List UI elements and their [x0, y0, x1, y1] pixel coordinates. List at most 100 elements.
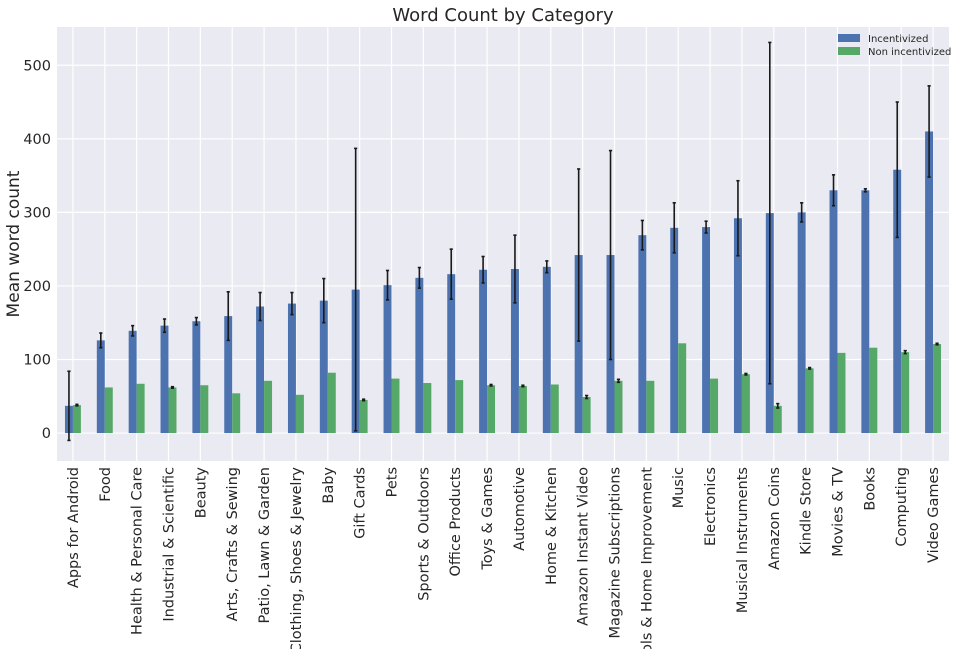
error-bar	[768, 41, 772, 385]
error-bar	[808, 366, 812, 370]
bar-non-incentivized[interactable]: Toys & Games — Non incentivized: 65	[487, 385, 496, 434]
bar-incentivized[interactable]: Music — Incentivized: 279	[670, 227, 679, 434]
x-tick-label: Amazon Instant Video	[576, 467, 592, 626]
bar-incentivized[interactable]: Books — Incentivized: 330	[861, 190, 870, 434]
error-bar	[170, 385, 175, 389]
error-bar	[322, 277, 326, 324]
error-bar	[131, 324, 135, 337]
bar-incentivized[interactable]: Arts, Crafts & Sewing — Incentivized: 15…	[224, 316, 233, 434]
x-tick-label: Automotive	[512, 467, 528, 551]
bar-incentivized[interactable]: Video Games — Incentivized: 410	[925, 131, 934, 434]
bar-non-incentivized[interactable]: Arts, Crafts & Sewing — Non incentivized…	[232, 393, 241, 434]
x-tick-label: Music	[671, 467, 687, 508]
bar-non-incentivized[interactable]: Electronics — Non incentivized: 74	[710, 378, 719, 434]
y-axis-label: Mean word count	[4, 170, 24, 317]
bar-non-incentivized[interactable]: Sports & Outdoors — Non incentivized: 68	[423, 383, 432, 434]
error-bar	[99, 332, 103, 349]
error-bar	[744, 372, 748, 376]
x-tick-label: Arts, Crafts & Sewing	[225, 467, 241, 621]
bar-incentivized[interactable]: Patio, Lawn & Garden — Incentivized: 172	[256, 306, 265, 434]
bar-incentivized[interactable]: Electronics — Incentivized: 280	[702, 227, 711, 434]
bar-non-incentivized[interactable]: Video Games — Non incentivized: 121	[933, 344, 942, 434]
bar-non-incentivized[interactable]: Automotive — Non incentivized: 64	[518, 385, 527, 434]
bar-non-incentivized[interactable]: Health & Personal Care — Non incentivize…	[136, 383, 145, 434]
plot-background	[57, 27, 949, 461]
bar-incentivized[interactable]: Health & Personal Care — Incentivized: 1…	[128, 330, 137, 434]
bar-non-incentivized[interactable]: Books — Non incentivized: 116	[869, 347, 878, 434]
x-tick-label: Tools & Home Improvement	[639, 467, 655, 649]
bar-incentivized[interactable]: Automotive — Incentivized: 223	[510, 269, 519, 434]
bar-non-incentivized[interactable]: Apps for Android — Non incentivized: 38	[72, 405, 81, 434]
bar-incentivized[interactable]: Industrial & Scientific — Incentivized: …	[160, 325, 169, 434]
bar-non-incentivized[interactable]: Gift Cards — Non incentivized: 45	[359, 399, 368, 434]
bar-non-incentivized[interactable]: Industrial & Scientific — Non incentiviz…	[168, 387, 177, 434]
bar-incentivized[interactable]: Musical Instruments — Incentivized: 292	[733, 218, 742, 434]
chart-title: Word Count by Category	[392, 5, 614, 26]
bar-non-incentivized[interactable]: Movies & TV — Non incentivized: 109	[837, 352, 846, 434]
bar-incentivized[interactable]: Office Products — Incentivized: 216	[447, 274, 456, 434]
bar-incentivized[interactable]: Tools & Home Improvement — Incentivized:…	[638, 235, 647, 434]
bar-incentivized[interactable]: Pets — Incentivized: 201	[383, 285, 392, 434]
error-bar	[417, 266, 421, 289]
error-bar	[672, 202, 676, 254]
bar-incentivized[interactable]: Kindle Store — Incentivized: 300	[797, 212, 806, 434]
x-tick-label: Sports & Outdoors	[416, 467, 432, 601]
error-bar	[385, 269, 390, 301]
bar-non-incentivized[interactable]: Clothing, Shoes & Jewelry — Non incentiv…	[295, 394, 304, 434]
error-bar	[831, 174, 836, 207]
bar-non-incentivized[interactable]: Pets — Non incentivized: 74	[391, 378, 400, 434]
bar-incentivized[interactable]: Beauty — Incentivized: 152	[192, 321, 201, 434]
bar-non-incentivized[interactable]: Beauty — Non incentivized: 65	[200, 385, 209, 434]
error-bar	[903, 349, 907, 355]
legend-label-incentivized: Incentivized	[868, 34, 928, 45]
bar-non-incentivized[interactable]: Kindle Store — Non incentivized: 88	[805, 368, 814, 434]
error-bar	[577, 168, 581, 342]
legend[interactable]: Incentivized Non incentivized	[838, 34, 951, 58]
error-bar	[362, 398, 366, 402]
legend-swatch-non-incentivized	[838, 47, 860, 55]
error-bars	[67, 41, 939, 442]
bar-non-incentivized[interactable]: Music — Non incentivized: 122	[678, 343, 687, 434]
error-bar	[800, 202, 804, 223]
bar-incentivized[interactable]: Baby — Incentivized: 180	[319, 300, 328, 434]
y-tick-label: 200	[23, 279, 51, 295]
bar-non-incentivized[interactable]: Computing — Non incentivized: 110	[901, 352, 910, 434]
error-bar	[585, 394, 589, 400]
bar-non-incentivized[interactable]: Food — Non incentivized: 62	[104, 387, 113, 434]
bar-non-incentivized[interactable]: Musical Instruments — Non incentivized: …	[741, 374, 750, 434]
bar-non-incentivized[interactable]: Tools & Home Improvement — Non incentivi…	[646, 380, 655, 434]
x-tick-label: Musical Instruments	[735, 467, 751, 613]
bar-non-incentivized[interactable]: Amazon Instant Video — Non incentivized:…	[582, 397, 591, 434]
bar-incentivized[interactable]: Computing — Incentivized: 358	[893, 169, 902, 434]
bar-incentivized[interactable]: Home & Kitchen — Incentivized: 226	[542, 266, 551, 434]
error-bar	[545, 260, 549, 274]
error-bar	[608, 149, 613, 361]
bars: Apps for Android — Incentivized: 37Food …	[64, 131, 942, 434]
error-bar	[290, 291, 294, 316]
error-bar	[640, 219, 644, 251]
y-tick-label: 0	[42, 426, 51, 442]
bar-incentivized[interactable]: Food — Incentivized: 126	[96, 340, 105, 434]
bar-non-incentivized[interactable]: Patio, Lawn & Garden — Non incentivized:…	[264, 380, 273, 434]
bar-non-incentivized[interactable]: Office Products — Non incentivized: 72	[455, 380, 464, 434]
error-bar	[354, 147, 358, 432]
bar-non-incentivized[interactable]: Amazon Coins — Non incentivized: 37	[773, 405, 782, 434]
bar-non-incentivized[interactable]: Baby — Non incentivized: 82	[327, 372, 336, 434]
x-tick-label: Books	[862, 467, 878, 511]
x-tick-labels: Apps for Android Food Health & Personal Ca…	[66, 467, 942, 649]
bar-non-incentivized[interactable]: Home & Kitchen — Non incentivized: 66	[550, 384, 559, 434]
bar-incentivized[interactable]: Sports & Outdoors — Incentivized: 211	[415, 277, 424, 434]
error-bar	[75, 403, 79, 407]
x-tick-label: Beauty	[193, 467, 209, 519]
bar-non-incentivized[interactable]: Magazine Subscriptions — Non incentivize…	[614, 380, 623, 434]
error-bar	[927, 85, 931, 178]
bar-incentivized[interactable]: Toys & Games — Incentivized: 222	[479, 269, 488, 434]
bar-incentivized[interactable]: Amazon Instant Video — Incentivized: 242	[574, 255, 583, 434]
bar-incentivized[interactable]: Movies & TV — Incentivized: 330	[829, 190, 838, 434]
legend-label-non-incentivized: Non incentivized	[868, 47, 951, 58]
y-tick-labels: 0 100 200 300 400 500	[23, 58, 51, 442]
x-tick-label: Computing	[894, 467, 910, 547]
bar-incentivized[interactable]: Clothing, Shoes & Jewelry — Incentivized…	[287, 303, 296, 434]
x-tick-label: Electronics	[703, 467, 719, 546]
